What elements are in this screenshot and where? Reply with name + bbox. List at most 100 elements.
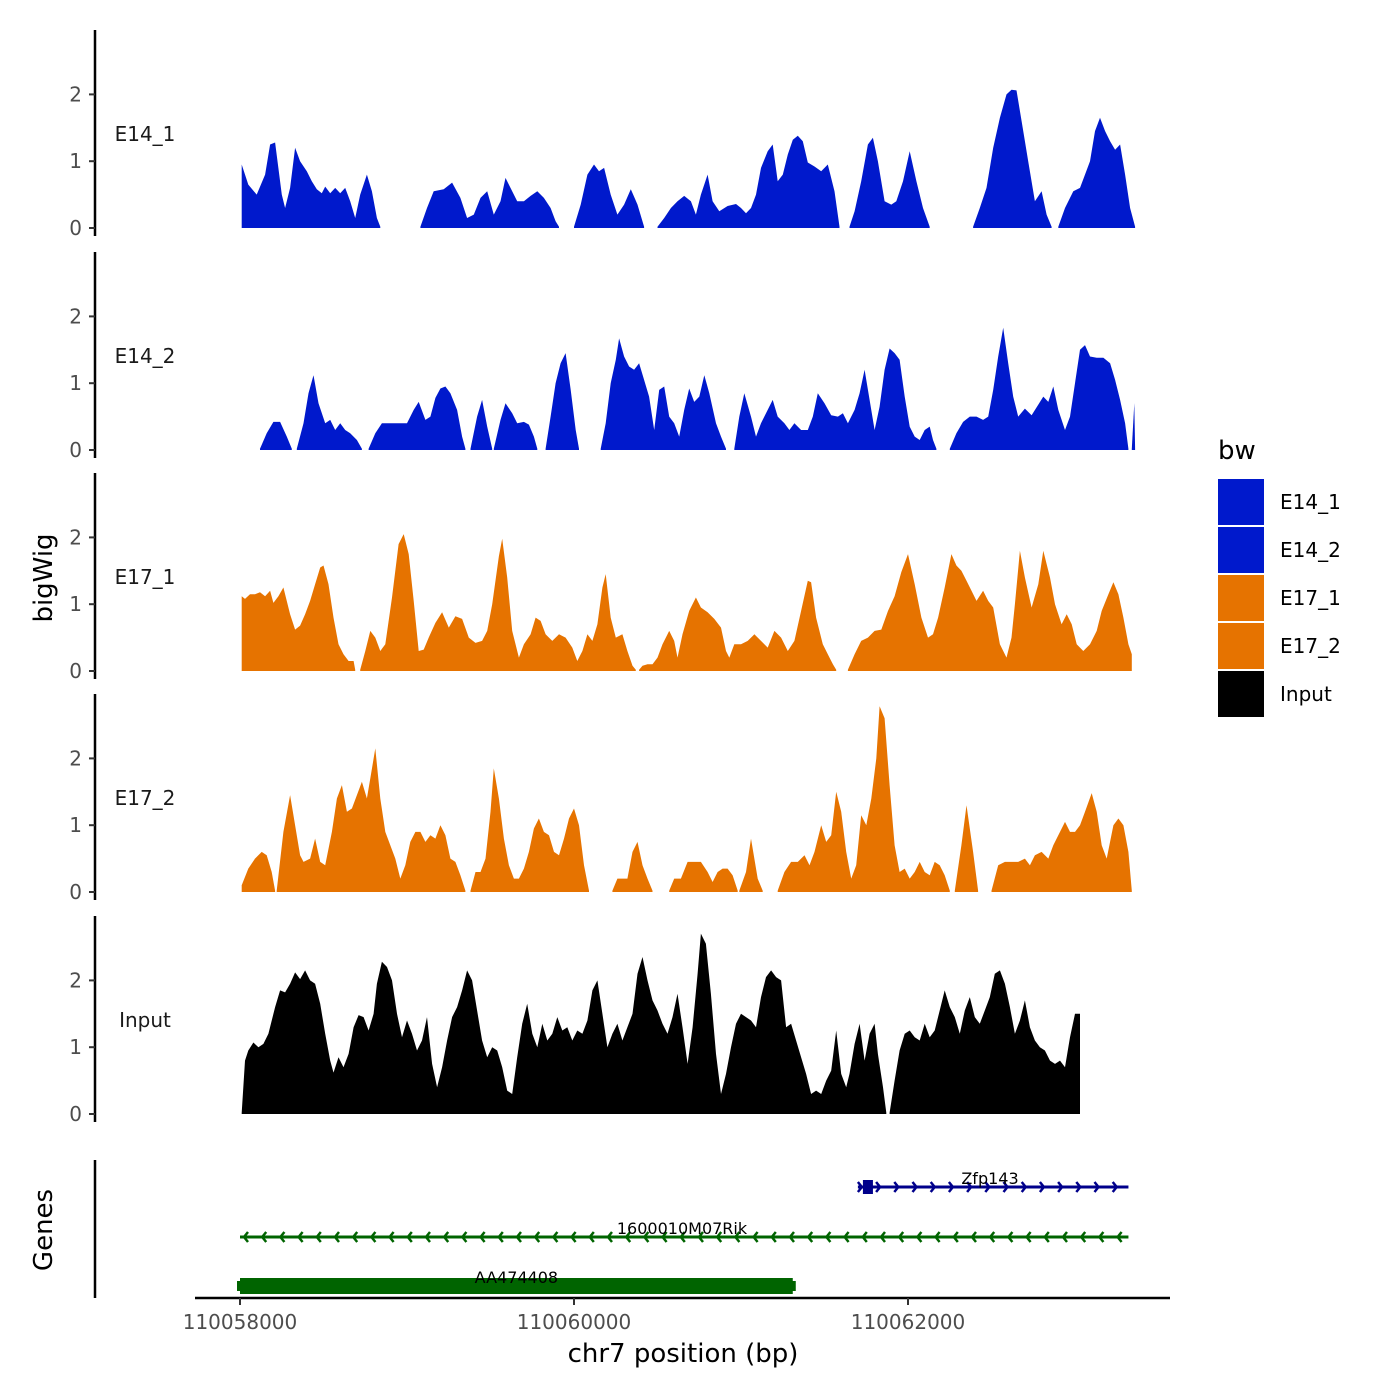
signal-area (1131, 403, 1136, 450)
signal-area (260, 421, 292, 450)
legend-entry-label: E17_1 (1280, 586, 1341, 610)
strand-arrow (806, 1231, 814, 1243)
strand-arrow (387, 1231, 395, 1243)
legend-entry-label: Input (1280, 682, 1332, 706)
signal-area (241, 933, 887, 1114)
signal-area (241, 565, 356, 671)
y-tick-label: 2 (69, 304, 82, 328)
strand-arrow (642, 1231, 650, 1243)
strand-arrow (660, 1231, 668, 1243)
signal-area (739, 838, 763, 892)
strand-arrow (788, 1231, 795, 1243)
y-tick-label: 0 (69, 659, 82, 683)
signal-area (420, 177, 559, 228)
strand-arrow (966, 1181, 973, 1193)
strand-arrow (1075, 1181, 1082, 1193)
signal-area (493, 403, 538, 450)
strand-arrow (897, 1231, 905, 1243)
y-tick-label: 2 (69, 525, 82, 549)
track-e14-2: 0 1 2 E14_2 (69, 252, 1136, 462)
signal-area (889, 970, 1080, 1114)
y-tick-label: 1 (69, 149, 82, 173)
strand-arrow (260, 1231, 268, 1243)
strand-arrow (856, 1181, 864, 1193)
y-tick-label: 1 (69, 813, 82, 837)
y-tick-label: 1 (69, 1035, 82, 1059)
strand-arrow (551, 1231, 559, 1243)
y-tick-label: 1 (69, 592, 82, 616)
y-tick-label: 0 (69, 1102, 82, 1126)
strand-arrow (624, 1231, 632, 1243)
track-input: 0 1 2 Input (69, 916, 1080, 1126)
strand-arrow (911, 1181, 919, 1193)
gene-cds (862, 1180, 873, 1194)
signal-area (241, 142, 381, 228)
strand-arrow (933, 1231, 941, 1243)
strand-arrow (1043, 1231, 1050, 1243)
strand-arrow (1061, 1231, 1068, 1243)
track-e14-1: 0 1 2 E14_1 (69, 30, 1136, 240)
y-tick-label: 2 (69, 746, 82, 770)
strand-arrow (1093, 1181, 1101, 1193)
track-label: E17_2 (115, 786, 176, 810)
track-label: Input (119, 1008, 171, 1032)
gene-aa474408: AA474408 (237, 1268, 796, 1294)
y-tick-label: 2 (69, 968, 82, 992)
strand-arrow (1057, 1181, 1064, 1193)
signal-area (368, 386, 466, 450)
legend-swatch (1218, 527, 1264, 573)
strand-arrow (679, 1231, 686, 1243)
strand-arrow (569, 1231, 577, 1243)
x-axis: 110058000 110060000 110062000 (183, 1296, 1170, 1334)
strand-arrow (947, 1181, 955, 1193)
strand-arrow (515, 1231, 522, 1243)
strand-arrow (369, 1231, 377, 1243)
signal-area (847, 550, 1132, 671)
gene-zfp143: Zfp143 (856, 1169, 1129, 1194)
strand-arrow (315, 1231, 322, 1243)
gene-label: 1600010M07Rik (617, 1219, 748, 1238)
strand-arrow (697, 1231, 704, 1243)
strand-arrow (1097, 1231, 1105, 1243)
signal-area (669, 861, 738, 892)
gene-1600010m07rik: 1600010M07Rik (240, 1219, 1129, 1243)
strand-arrow (875, 1181, 882, 1193)
strand-arrow (588, 1231, 595, 1243)
strand-arrow (1002, 1181, 1010, 1193)
x-tick-label: 110062000 (851, 1310, 966, 1334)
strand-arrow (970, 1231, 977, 1243)
y-axis-title: bigWig (29, 533, 59, 622)
strand-arrow (533, 1231, 541, 1243)
signal-area (545, 353, 579, 450)
gene-label: Zfp143 (961, 1169, 1018, 1188)
strand-arrow (988, 1231, 996, 1243)
track-e17-2: 0 1 2 E17_2 (69, 694, 1132, 904)
strand-arrow (929, 1181, 937, 1193)
signal-area (949, 327, 1129, 450)
signal-area (470, 768, 589, 892)
signal-area (241, 851, 276, 892)
legend-title: bw (1218, 436, 1256, 466)
bigwig-tracks: 0 1 2 E14_1 0 1 2 E14_2 0 1 2 E17_1 0 1 2 E17_2 0 1 2 Input (69, 30, 1136, 1126)
gene-body (240, 1278, 793, 1294)
strand-arrow (1020, 1181, 1028, 1193)
strand-arrow (893, 1181, 900, 1193)
strand-arrow (1038, 1181, 1046, 1193)
signal-area (612, 841, 653, 892)
legend-swatch (1218, 479, 1264, 525)
legend-swatch (1218, 575, 1264, 621)
signal-area (296, 375, 362, 450)
strand-arrow (952, 1231, 959, 1243)
strand-arrow (1115, 1231, 1123, 1243)
strand-arrow (278, 1231, 286, 1243)
strand-arrow (351, 1231, 359, 1243)
legend-swatch (1218, 623, 1264, 669)
signal-area (574, 164, 645, 228)
strand-arrow (333, 1231, 340, 1243)
y-tick-label: 0 (69, 880, 82, 904)
track-label: E17_1 (115, 565, 176, 589)
gene-track: Zfp143 1600010M07Rik AA474408 (93, 1160, 1129, 1298)
strand-arrow (424, 1231, 431, 1243)
legend: bw E14_1 E14_2 E17_1 E17_2 Input (1218, 436, 1341, 717)
signal-area (657, 135, 840, 228)
